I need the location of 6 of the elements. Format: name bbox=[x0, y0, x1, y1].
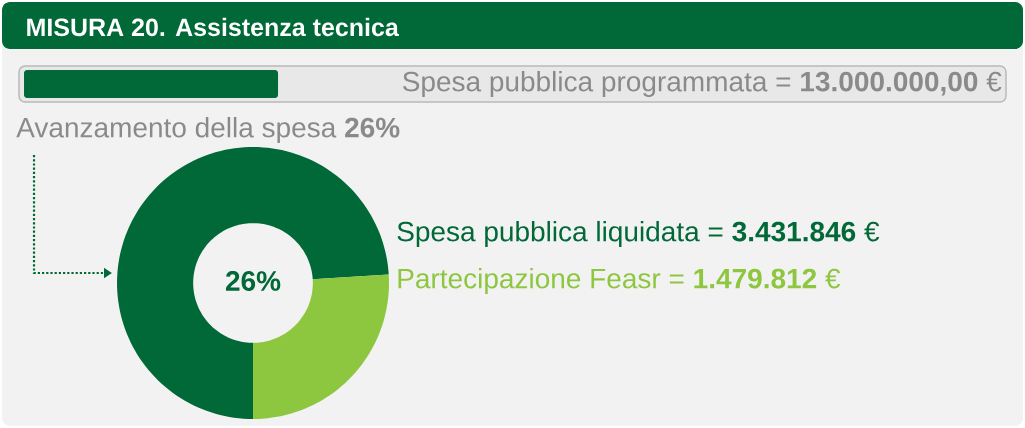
text: 26% bbox=[225, 271, 281, 291]
text: Partecipazione Feasr = 1.479.812 € bbox=[398, 267, 841, 295]
chart-title: MISURA 20. Assistenza tecnica bbox=[27, 17, 399, 37]
text: Avanzamento della spesa 26% bbox=[16, 116, 400, 144]
text: Spesa pubblica liquidata = 3.431.846 € bbox=[397, 220, 880, 248]
text: Spesa pubblica programmata = 13.000.000,00 € bbox=[402, 70, 1002, 98]
